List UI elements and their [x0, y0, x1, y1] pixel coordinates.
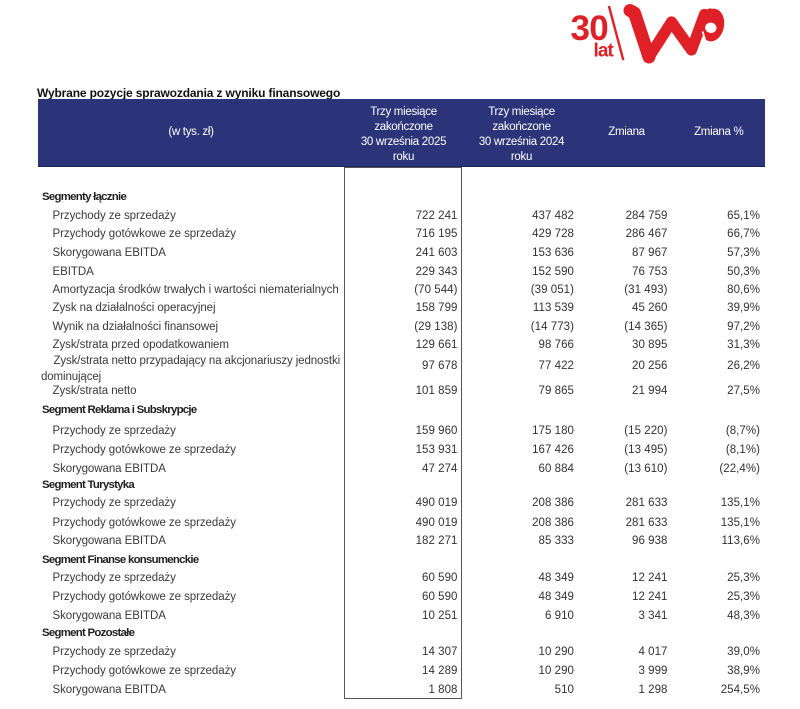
- svg-text:30: 30: [571, 9, 609, 48]
- svg-text:lat: lat: [594, 41, 615, 62]
